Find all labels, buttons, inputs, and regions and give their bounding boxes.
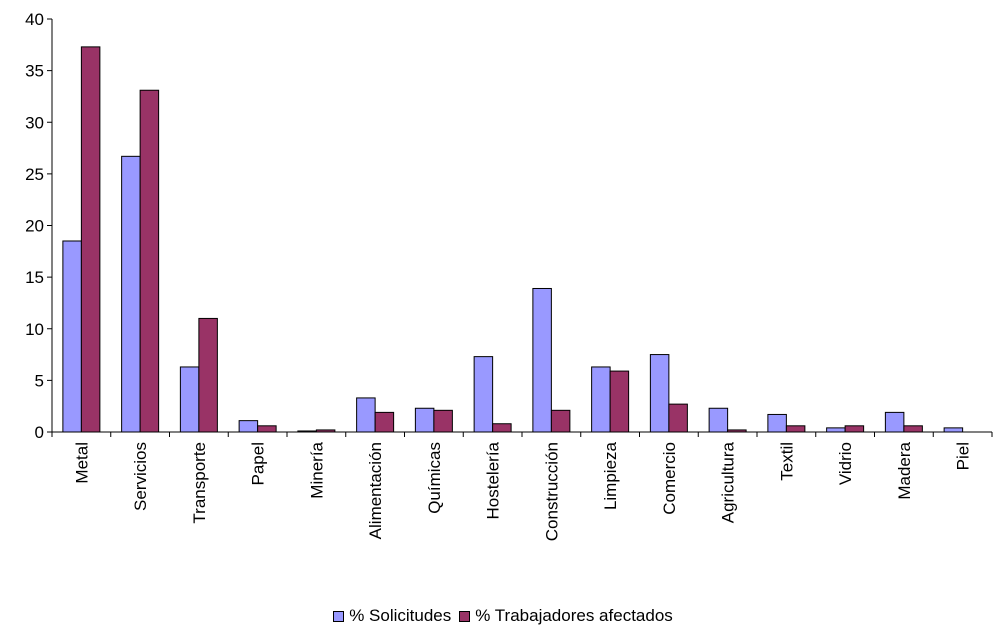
bar-solicitudes-11 [708,407,729,433]
bar-solicitudes-7 [473,356,494,433]
y-tick-label: 15 [25,268,44,287]
bar-trabajadores-7 [492,423,512,433]
bar-trabajadores-0 [80,46,101,433]
x-tick-label: Agricultura [719,441,738,523]
bar-chart: 0 5 10 15 20 25 30 35 40 Metal Servicios Transport… [25,10,993,541]
bar-solicitudes-4 [297,430,317,433]
legend-label-solicitudes: % Solicitudes [349,606,452,625]
legend-swatch-solicitudes [333,610,345,622]
legend-swatch-trabajadores [459,610,471,622]
y-tick-label: 25 [25,165,44,184]
bar-solicitudes-1 [121,155,141,433]
bar-trabajadores-6 [433,409,453,433]
y-tick-label: 20 [25,217,44,236]
x-tick-label: Alimentación [366,442,385,539]
x-tick-label: Metal [72,442,91,484]
x-tick-label: Construcción [542,442,561,541]
bar-trabajadores-5 [374,411,395,433]
y-tick-label: 5 [35,371,44,390]
bar-solicitudes-15 [943,427,964,433]
y-tick-label: 35 [25,62,44,81]
y-tick-label: 10 [25,320,44,339]
y-tick-label: 30 [25,113,44,132]
bar-solicitudes-13 [826,427,846,433]
bar-solicitudes-14 [884,411,905,433]
bar-solicitudes-2 [179,366,200,433]
x-tick-label: Papel [249,442,268,485]
bar-trabajadores-14 [903,425,923,433]
x-tick-label: Químicas [425,442,444,514]
x-tick-label: Hostelería [484,441,503,519]
x-tick-label: Textil [777,442,796,481]
bar-solicitudes-5 [356,397,376,433]
legend-label-trabajadores: % Trabajadores afectados [475,606,673,625]
x-tick-label: Limpieza [601,441,620,510]
y-tick-label: 40 [25,10,44,29]
legend-item-trabajadores: % Trabajadores afectados [459,606,673,626]
bar-trabajadores-9 [609,370,630,433]
bar-solicitudes-8 [532,287,552,433]
bar-trabajadores-2 [198,317,218,433]
bars [62,46,964,433]
bar-solicitudes-0 [62,240,82,433]
x-tick-label: Transporte [190,442,209,524]
x-tick-label: Comercio [660,442,679,515]
x-tick-label: Vidrio [836,442,855,485]
x-tick-label: Madera [895,441,914,499]
bar-trabajadores-3 [257,425,277,433]
x-tick-label: Piel [954,442,973,470]
legend-item-solicitudes: % Solicitudes [333,606,451,626]
bar-trabajadores-4 [315,429,336,433]
bar-trabajadores-13 [844,425,865,433]
bar-trabajadores-10 [668,403,688,433]
bar-trabajadores-12 [785,425,806,433]
x-tick-label: Minería [307,441,326,498]
bar-trabajadores-8 [550,409,571,433]
x-tick-label: Servicios [131,442,150,511]
bar-solicitudes-3 [238,420,259,433]
bar-solicitudes-6 [414,407,435,433]
bar-trabajadores-1 [139,89,160,433]
x-axis: Metal Servicios Transporte Papel Minería Alim… [51,431,993,541]
y-tick-label: 0 [35,423,44,442]
bar-solicitudes-9 [591,366,611,433]
bar-solicitudes-12 [767,413,787,433]
y-axis: 0 5 10 15 20 25 30 35 40 [25,10,53,442]
bar-trabajadores-11 [727,429,747,433]
legend: % Solicitudes % Trabajadores afectados [0,606,1006,626]
bar-solicitudes-10 [649,354,670,433]
